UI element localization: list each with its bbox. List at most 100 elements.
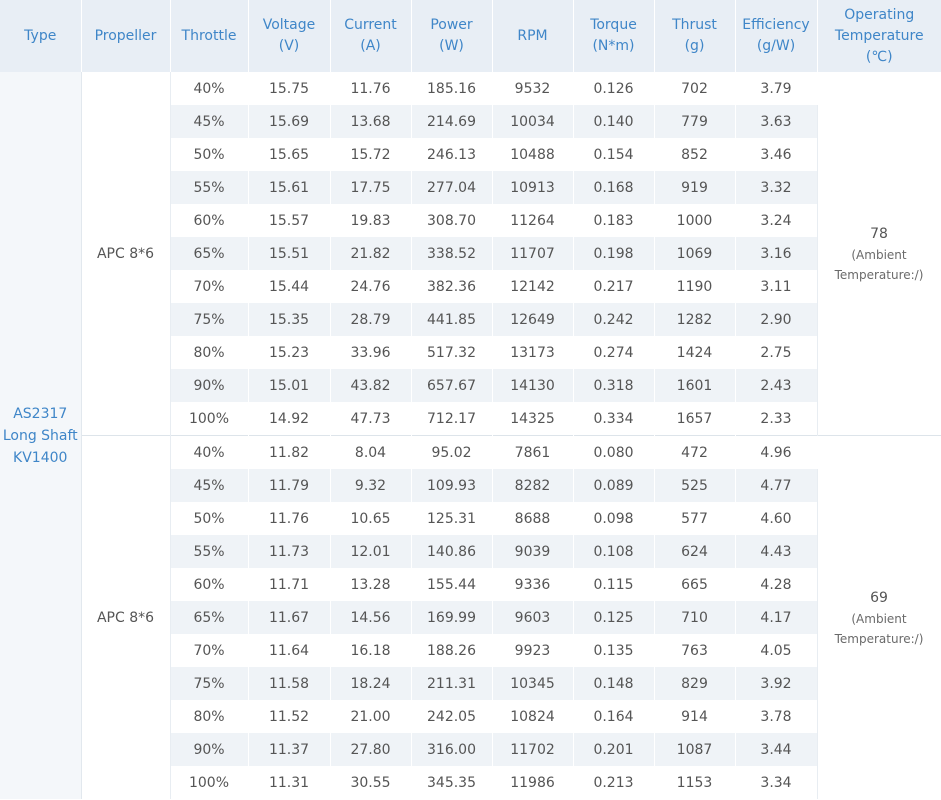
thrust-cell: 577 — [654, 502, 736, 535]
power-cell: 277.04 — [411, 171, 493, 204]
efficiency-cell: 3.11 — [735, 270, 818, 303]
torque-cell: 0.198 — [573, 237, 655, 270]
table-row: APC 8*6 40% 11.82 8.04 95.02 7861 0.080 472 4.96… — [0, 435, 941, 799]
table-row: 55% 15.61 17.75 277.04 10913 0.168 919 3.32 — [0, 171, 941, 204]
power-cell: 338.52 — [411, 237, 493, 270]
throttle-cell: 75% — [170, 303, 249, 336]
rpm-cell: 10824 — [492, 700, 574, 733]
table-row: 75% 11.58 18.24 211.31 10345 0.148 829 3.92 — [0, 667, 941, 700]
column-header-text: Throttle — [181, 27, 237, 44]
power-cell: 95.02 — [411, 435, 493, 469]
table-row: 65% 15.51 21.82 338.52 11707 0.198 1069 3.16 — [0, 237, 941, 270]
current-cell: 24.76 — [330, 270, 412, 303]
efficiency-cell: 3.44 — [735, 733, 818, 766]
throttle-cell: 70% — [170, 270, 249, 303]
power-cell: 242.05 — [411, 700, 493, 733]
rpm-cell: 7861 — [492, 435, 574, 469]
table-row: 45% 15.69 13.68 214.69 10034 0.140 779 3.63 — [0, 105, 941, 138]
torque-cell: 0.089 — [573, 469, 655, 502]
column-header-thrust: Thrust (g) — [654, 0, 736, 72]
throttle-cell: 80% — [170, 700, 249, 733]
voltage-cell: 15.23 — [248, 336, 331, 369]
efficiency-cell: 3.78 — [735, 700, 818, 733]
motor-type-text: Long Shaft — [2, 427, 78, 444]
efficiency-cell: 2.90 — [735, 303, 818, 336]
column-header-text: Operating — [844, 6, 915, 23]
operating-temperature-cell: 69 (Ambient Temperature:/) — [816, 435, 941, 799]
power-cell: 382.36 — [411, 270, 493, 303]
voltage-cell: 11.79 — [248, 469, 331, 502]
column-header-text: RPM — [517, 27, 548, 44]
throttle-cell: 100% — [170, 766, 249, 799]
current-cell: 17.75 — [330, 171, 412, 204]
throttle-cell: 50% — [170, 502, 249, 535]
current-cell: 16.18 — [330, 634, 412, 667]
efficiency-cell: 3.79 — [735, 72, 818, 105]
throttle-cell: 60% — [170, 568, 249, 601]
thrust-cell: 1000 — [654, 204, 736, 237]
throttle-cell: 75% — [170, 667, 249, 700]
power-cell: 214.69 — [411, 105, 493, 138]
torque-cell: 0.125 — [573, 601, 655, 634]
torque-cell: 0.274 — [573, 336, 655, 369]
thrust-cell: 1069 — [654, 237, 736, 270]
table-row: 60% 15.57 19.83 308.70 11264 0.183 1000 3.24 — [0, 204, 941, 237]
torque-cell: 0.154 — [573, 138, 655, 171]
torque-cell: 0.135 — [573, 634, 655, 667]
efficiency-cell: 4.60 — [735, 502, 818, 535]
thrust-cell: 852 — [654, 138, 736, 171]
power-cell: 246.13 — [411, 138, 493, 171]
temperature-value: 78 — [870, 225, 888, 242]
thrust-cell: 1657 — [654, 402, 736, 436]
rpm-cell: 10488 — [492, 138, 574, 171]
column-header-text: Power — [430, 17, 473, 33]
column-header-text: (g/W) — [756, 38, 796, 54]
table-row: 70% 11.64 16.18 188.26 9923 0.135 763 4.05 — [0, 634, 941, 667]
thrust-cell: 1153 — [654, 766, 736, 799]
current-cell: 27.80 — [330, 733, 412, 766]
column-header-text: Torque — [590, 17, 637, 33]
motor-type-cell: AS2317 Long Shaft KV1400 — [0, 72, 82, 799]
column-header-text: (℃) — [865, 48, 893, 65]
header-row: Type Propeller Throttle Voltage (V) Current (A… — [0, 0, 941, 72]
efficiency-cell: 4.17 — [735, 601, 818, 634]
torque-cell: 0.318 — [573, 369, 655, 402]
throttle-cell: 50% — [170, 138, 249, 171]
table-row: 50% 11.76 10.65 125.31 8688 0.098 577 4.60 — [0, 502, 941, 535]
current-cell: 8.04 — [330, 435, 412, 469]
thrust-cell: 472 — [654, 435, 736, 469]
power-cell: 657.67 — [411, 369, 493, 402]
efficiency-cell: 4.05 — [735, 634, 818, 667]
rpm-cell: 9532 — [492, 72, 574, 105]
temperature-value: 69 — [870, 589, 888, 606]
current-cell: 10.65 — [330, 502, 412, 535]
table-header: Type Propeller Throttle Voltage (V) Current (A… — [0, 0, 941, 72]
throttle-cell: 55% — [170, 535, 249, 568]
rpm-cell: 12649 — [492, 303, 574, 336]
current-cell: 43.82 — [330, 369, 412, 402]
torque-cell: 0.164 — [573, 700, 655, 733]
power-cell: 517.32 — [411, 336, 493, 369]
column-header-current: Current (A) — [330, 0, 412, 72]
rpm-cell: 11986 — [492, 766, 574, 799]
throttle-cell: 60% — [170, 204, 249, 237]
table-row: 100% 14.92 47.73 712.17 14325 0.334 1657 2.33 — [0, 402, 941, 436]
thrust-cell: 665 — [654, 568, 736, 601]
table-row: 100% 11.31 30.55 345.35 11986 0.213 1153 3.34 — [0, 766, 941, 799]
table-row: 45% 11.79 9.32 109.93 8282 0.089 525 4.77 — [0, 469, 941, 502]
power-cell: 345.35 — [411, 766, 493, 799]
voltage-cell: 15.61 — [248, 171, 331, 204]
operating-temperature-cell: 78 (Ambient Temperature:/) — [816, 72, 941, 436]
current-cell: 9.32 — [330, 469, 412, 502]
current-cell: 47.73 — [330, 402, 412, 436]
propeller-cell: APC 8*6 — [81, 435, 171, 799]
torque-cell: 0.217 — [573, 270, 655, 303]
table-row: 65% 11.67 14.56 169.99 9603 0.125 710 4.17 — [0, 601, 941, 634]
rpm-cell: 9923 — [492, 634, 574, 667]
current-cell: 13.68 — [330, 105, 412, 138]
table-row: 70% 15.44 24.76 382.36 12142 0.217 1190 3.11 — [0, 270, 941, 303]
power-cell: 125.31 — [411, 502, 493, 535]
throttle-cell: 45% — [170, 469, 249, 502]
thrust-cell: 1282 — [654, 303, 736, 336]
ambient-temperature-note: Temperature:/) — [834, 267, 924, 282]
